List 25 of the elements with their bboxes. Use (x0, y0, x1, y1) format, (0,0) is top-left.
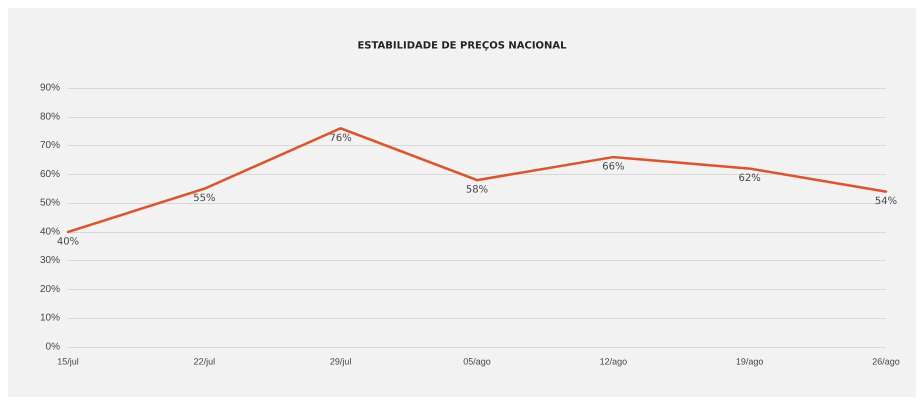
chart-title: ESTABILIDADE DE PREÇOS NACIONAL (357, 40, 568, 52)
x-tick-label: 26/ago (872, 356, 900, 366)
y-tick-label: 70% (40, 140, 60, 152)
x-tick-label: 22/jul (194, 356, 216, 366)
y-tick-label: 30% (40, 255, 60, 266)
x-tick-label: 19/ago (736, 356, 764, 366)
data-label: 76% (330, 132, 352, 144)
x-tick-label: 29/jul (330, 356, 352, 366)
x-tick-label: 05/ago (463, 356, 491, 366)
y-tick-label: 20% (40, 284, 60, 295)
y-tick-label: 80% (40, 111, 60, 122)
y-tick-label: 60% (40, 168, 60, 180)
data-label: 58% (466, 184, 488, 196)
data-label: 62% (738, 173, 761, 184)
x-tick-label: 15/jul (57, 356, 79, 366)
data-label: 66% (602, 162, 624, 173)
y-tick-label: 50% (40, 198, 60, 209)
y-tick-label: 0% (46, 342, 60, 352)
data-label: 55% (193, 193, 216, 204)
data-label: 54% (874, 196, 898, 208)
data-label: 40% (56, 236, 80, 248)
y-tick-label: 40% (40, 226, 60, 238)
x-tick-label: 12/ago (600, 356, 628, 366)
y-tick-label: 10% (40, 312, 60, 324)
y-tick-label: 90% (40, 82, 60, 94)
